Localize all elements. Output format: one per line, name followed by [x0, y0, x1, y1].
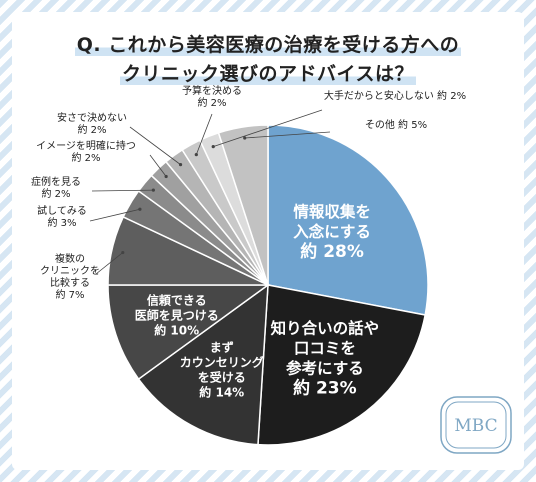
leader-dot-7	[164, 174, 168, 179]
logo-frame-outer	[440, 396, 512, 454]
leader-line-10	[213, 109, 323, 148]
leader-line-6	[91, 189, 154, 192]
chart-title-line2-text: クリニック選びのアドバイスは？	[120, 63, 416, 85]
leader-dot-10	[211, 145, 215, 149]
pie-slice-2	[137, 283, 269, 446]
leader-dot-11	[243, 136, 247, 140]
slice-label-3: 信頼できる医師を見つける約 10%	[135, 293, 219, 338]
leader-line-4	[95, 252, 124, 275]
slice-label-0: 情報収集を入念にする約 28%	[293, 202, 371, 262]
leader-line-5	[89, 208, 141, 222]
leader-dot-4	[121, 250, 125, 255]
slice-label-2: まずカウンセリングを受ける約 14%	[180, 340, 264, 400]
chart-title-line2: クリニック選びのアドバイスは？	[0, 59, 536, 86]
leader-dot-6	[151, 188, 155, 192]
slice-label-10: 大手だからと安心しない 約 2%	[324, 89, 466, 102]
slice-label-4: 複数のクリニックを比較する約 7%	[40, 252, 100, 301]
logo-frame-inner	[445, 401, 507, 449]
leader-line-11	[244, 131, 331, 139]
slice-label-7: イメージを明確に持つ約 2%	[36, 139, 136, 164]
mbc-logo: MBC	[440, 396, 512, 454]
slice-label-1: 知り合いの話や口コミを参考にする約 23%	[271, 318, 380, 398]
pie-slice-3	[107, 284, 271, 381]
pie-slices	[107, 124, 429, 446]
leader-line-9	[195, 113, 213, 155]
slice-label-6: 症例を見る約 2%	[31, 175, 81, 200]
slice-label-8: 安さで決めない約 2%	[57, 111, 127, 136]
slice-label-5: 試してみる約 3%	[37, 204, 87, 229]
leader-dot-8	[178, 163, 183, 167]
chart-title-line1-text: Q. これから美容医療の治療を受ける方への	[74, 34, 462, 56]
leader-dot-9	[194, 153, 198, 157]
pie-slice-0	[267, 124, 429, 316]
chart-title-line1: Q. これから美容医療の治療を受ける方への	[0, 30, 536, 57]
pie-slice-1	[257, 284, 427, 446]
leader-lines	[89, 109, 331, 275]
leader-dot-5	[138, 207, 142, 211]
leader-line-7	[149, 154, 167, 177]
logo-text: MBC	[454, 416, 497, 436]
slice-labels: 情報収集を入念にする約 28% 知り合いの話や口コミを参考にする約 23%まずカウ…	[31, 84, 466, 400]
leader-line-8	[129, 126, 181, 165]
slice-label-9: 予算を決める約 2%	[182, 84, 242, 109]
pie-slice-11	[217, 124, 269, 286]
slice-label-11: その他 約 5%	[365, 118, 427, 131]
